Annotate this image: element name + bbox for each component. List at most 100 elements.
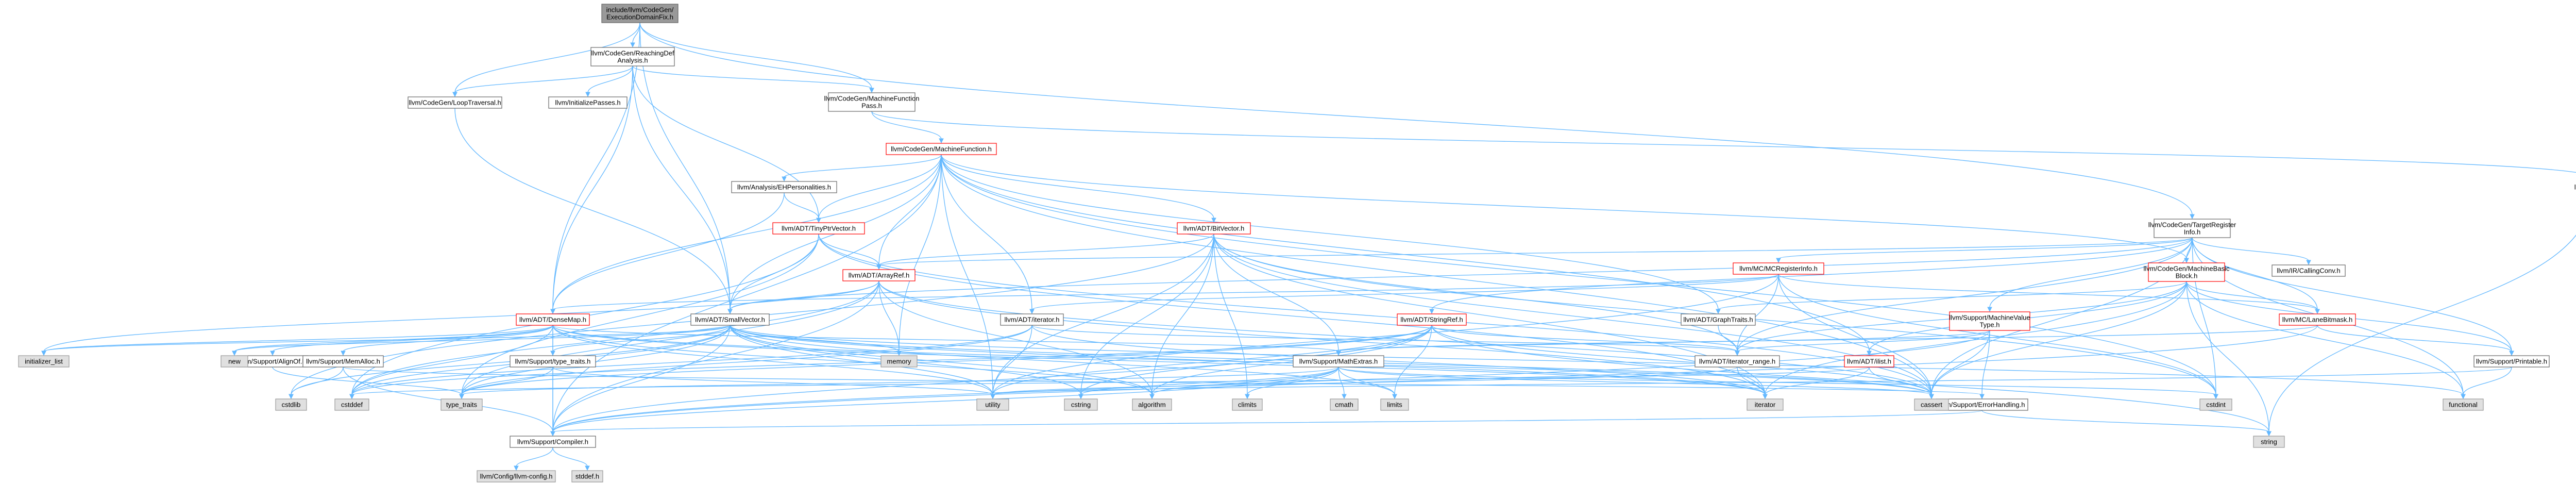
node-label: string <box>2261 438 2277 446</box>
edge-reaching-to-looptrav <box>452 65 633 97</box>
node-box <box>408 96 502 109</box>
node-label: ExecutionDomainFix.h <box>606 13 673 21</box>
node-compiler[interactable]: llvm/Support/Compiler.h <box>510 436 596 448</box>
node-ehpers[interactable]: llvm/Analysis/EHPersonalities.h <box>731 181 837 193</box>
node-stringref[interactable]: llvm/ADT/StringRef.h <box>1397 313 1467 326</box>
node-label: Type.h <box>1979 321 1999 329</box>
node-label: llvm/CodeGen/LoopTraversal.h <box>409 99 501 107</box>
node-bitvector[interactable]: llvm/ADT/BitVector.h <box>1177 222 1251 235</box>
edge-root-to-mfpass <box>639 22 874 93</box>
node-tinyptr[interactable]: llvm/ADT/TinyPtrVector.h <box>772 222 865 235</box>
node-box <box>510 436 596 448</box>
node-smallvec[interactable]: llvm/ADT/SmallVector.h <box>690 313 770 326</box>
edge-mvt-to-cassert <box>1929 330 1990 399</box>
node-memalloc[interactable]: llvm/Support/MemAlloc.h <box>302 355 384 368</box>
edge-arrowhead <box>1716 309 1721 314</box>
node-arrayref[interactable]: llvm/ADT/ArrayRef.h <box>842 269 916 281</box>
edge-arrayref-to-typetraitsstd <box>459 280 879 399</box>
node-typetraits[interactable]: llvm/Support/type_traits.h <box>510 355 596 368</box>
edge-arrowhead <box>341 351 346 356</box>
node-callconv[interactable]: llvm/IR/CallingConv.h <box>2272 264 2346 277</box>
edge-mf-to-densemap <box>550 154 942 314</box>
edge-line <box>552 154 942 310</box>
edge-arrowhead <box>459 394 464 399</box>
node-mathextras[interactable]: llvm/Support/MathExtras.h <box>1293 355 1384 368</box>
node-cstring: cstring <box>1064 398 1098 411</box>
node-iterrange[interactable]: llvm/ADT/iterator_range.h <box>1694 355 1780 368</box>
edge-line <box>730 280 879 310</box>
node-limits: limits <box>1380 398 1409 411</box>
node-label: Analysis.h <box>617 57 648 64</box>
node-label: cassert <box>1921 401 1942 409</box>
edge-arrowhead <box>1762 394 1768 399</box>
node-looptrav[interactable]: llvm/CodeGen/LoopTraversal.h <box>408 96 502 109</box>
edge-line <box>1718 281 2187 310</box>
edge-line <box>1151 234 1214 395</box>
node-cstddef: cstddef <box>334 398 369 411</box>
edge-line <box>871 111 942 140</box>
edge-line <box>639 22 2193 215</box>
edge-smallvec-to-initlist <box>41 325 731 356</box>
edge-line <box>587 65 633 93</box>
node-label: llvm/Support/MemAlloc.h <box>306 358 380 365</box>
edge-line <box>351 367 1870 395</box>
node-memory: memory <box>880 355 918 368</box>
node-box <box>1232 398 1263 411</box>
edge-mbb-to-cassert <box>1929 281 2187 399</box>
edge-line <box>818 234 879 266</box>
node-label: llvm/Support/Compiler.h <box>517 438 588 446</box>
edge-line <box>1247 367 1339 395</box>
node-mcreginfo[interactable]: llvm/MC/MCRegisterInfo.h <box>1733 262 1824 275</box>
edge-line <box>552 325 1339 352</box>
edge-line <box>1765 367 1870 395</box>
edge-line <box>632 65 731 310</box>
node-iterator[interactable]: llvm/ADT/iterator.h <box>1000 313 1064 326</box>
edge-arrowhead <box>896 351 902 356</box>
edge-tri-to-mcreginfo <box>1776 237 2193 263</box>
node-label: llvm/Support/ErrorHandling.h <box>1939 401 2025 409</box>
node-box <box>2154 219 2231 238</box>
node-box <box>976 398 1009 411</box>
node-label: climits <box>1238 401 1257 409</box>
node-label: llvm/CodeGen/MachineBasic <box>2144 265 2230 273</box>
edge-line <box>639 22 731 310</box>
edge-line <box>992 367 2512 395</box>
edge-printable-to-functional <box>2461 367 2512 399</box>
node-errhandling[interactable]: llvm/Support/ErrorHandling.h <box>1936 398 2028 411</box>
node-mf[interactable]: llvm/CodeGen/MachineFunction.h <box>886 143 997 155</box>
node-functional: functional <box>2443 398 2484 411</box>
node-ilist[interactable]: llvm/ADT/ilist.h <box>1844 355 1894 368</box>
edge-line <box>992 274 1779 395</box>
node-box <box>601 4 679 23</box>
node-printable[interactable]: llvm/Support/Printable.h <box>2473 355 2550 368</box>
edge-arrowhead <box>2213 394 2218 399</box>
edge-errhandling-to-string <box>1981 410 2272 437</box>
edge-line <box>552 22 640 310</box>
edge-line <box>1431 325 2269 432</box>
node-box <box>1844 355 1894 368</box>
edge-arrowhead <box>816 218 821 223</box>
edge-errhandling-to-compiler <box>550 410 1982 437</box>
edge-line <box>1737 237 2193 352</box>
edge-layer <box>41 22 2576 471</box>
node-initpasses[interactable]: llvm/InitializePasses.h <box>548 96 628 109</box>
node-label: llvm/Support/Printable.h <box>2476 358 2547 365</box>
edge-compiler-to-stddef <box>552 447 590 471</box>
node-box <box>302 355 384 368</box>
node-label: iterator <box>1755 401 1776 409</box>
node-lanebitmask[interactable]: llvm/MC/LaneBitmask.h <box>2279 313 2356 326</box>
edge-line <box>878 280 1153 395</box>
node-box <box>2199 398 2232 411</box>
node-cmath: cmath <box>1330 398 1359 411</box>
node-densemap[interactable]: llvm/ADT/DenseMap.h <box>516 313 590 326</box>
node-graphtraits[interactable]: llvm/ADT/GraphTraits.h <box>1681 313 1756 326</box>
node-label: cstdlib <box>282 401 301 409</box>
node-pass[interactable]: llvm/Pass.h <box>2574 181 2576 193</box>
edge-line <box>878 237 2193 266</box>
edge-line <box>632 65 872 89</box>
